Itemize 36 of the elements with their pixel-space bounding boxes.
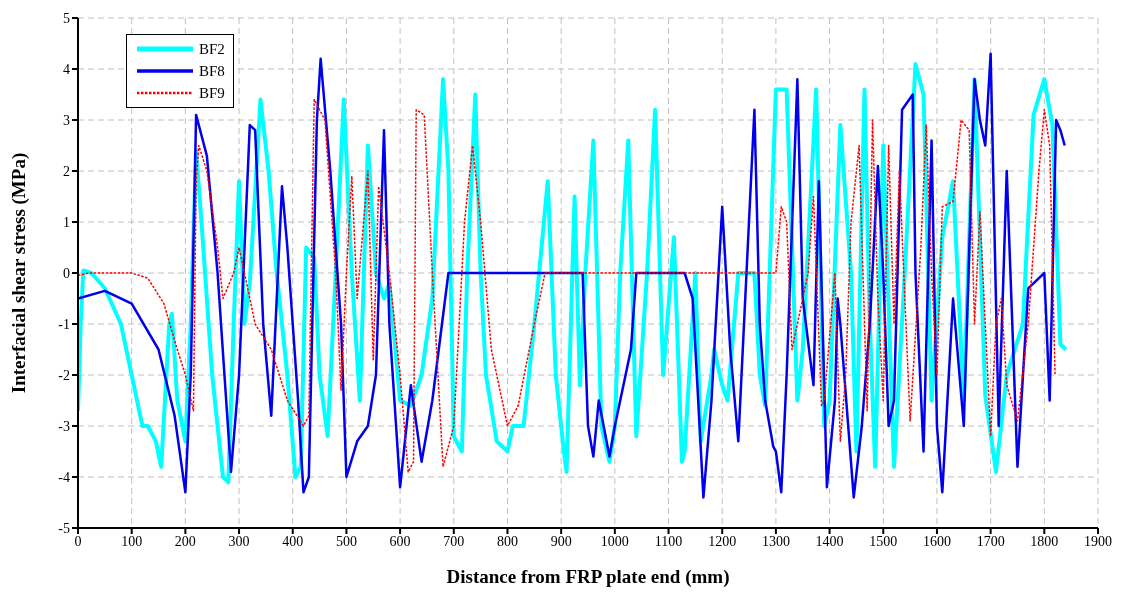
x-tick-label: 1300 <box>761 533 790 549</box>
x-tick-label: 200 <box>174 533 196 549</box>
x-tick-label: 600 <box>389 533 411 549</box>
x-tick-label: 1500 <box>869 533 898 549</box>
y-tick-label: 2 <box>63 163 70 179</box>
x-tick-label: 500 <box>335 533 357 549</box>
x-tick-label: 400 <box>282 533 304 549</box>
x-tick-label: 0 <box>74 533 82 549</box>
legend-label: BF2 <box>199 40 225 58</box>
y-tick-label: -1 <box>58 316 70 332</box>
x-axis-title: Distance from FRP plate end (mm) <box>446 566 730 588</box>
x-tick-label: 1700 <box>976 533 1005 549</box>
y-tick-label: 4 <box>63 61 70 77</box>
y-tick-label: 0 <box>63 265 70 281</box>
y-tick-label: 1 <box>63 214 70 230</box>
y-tick-label: -5 <box>58 520 70 536</box>
x-tick-label: 700 <box>443 533 465 549</box>
x-tick-label: 1200 <box>708 533 737 549</box>
x-tick-label: 1100 <box>654 533 683 549</box>
y-axis-title: Interfacial shear stress (MPa) <box>7 152 30 394</box>
x-tick-label: 900 <box>550 533 572 549</box>
x-tick-label: 1900 <box>1084 533 1112 549</box>
legend-label: BF8 <box>199 62 225 80</box>
y-tick-label: -4 <box>58 469 70 485</box>
x-tick-label: 100 <box>121 533 143 549</box>
x-tick-label: 1800 <box>1030 533 1059 549</box>
x-tick-label: 1600 <box>922 533 951 549</box>
y-tick-label: 3 <box>63 112 70 128</box>
y-tick-label: 5 <box>63 10 70 26</box>
x-tick-label: 800 <box>496 533 518 549</box>
x-tick-label: 1000 <box>600 533 629 549</box>
x-tick-label: 1400 <box>815 533 844 549</box>
y-tick-label: -2 <box>58 367 70 383</box>
legend-label: BF9 <box>199 84 225 102</box>
y-tick-label: -3 <box>58 418 70 434</box>
x-tick-label: 300 <box>228 533 250 549</box>
